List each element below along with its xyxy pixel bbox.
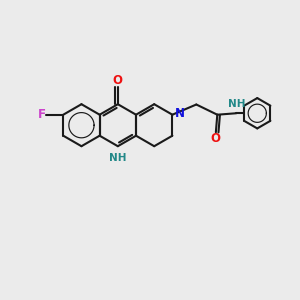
Text: N: N xyxy=(175,107,185,120)
Text: O: O xyxy=(211,132,221,145)
Text: NH: NH xyxy=(109,153,127,163)
Text: F: F xyxy=(38,108,46,121)
Text: O: O xyxy=(113,74,123,87)
Text: NH: NH xyxy=(228,100,246,110)
